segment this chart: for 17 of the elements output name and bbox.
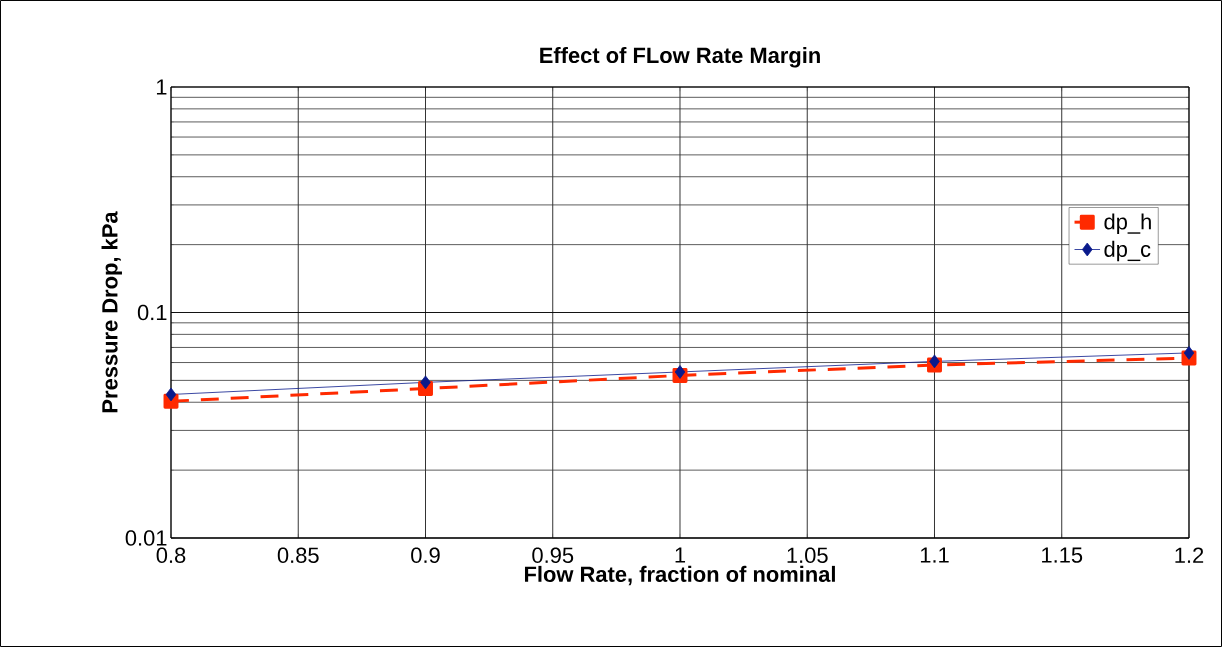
legend-label: dp_c bbox=[1104, 240, 1151, 262]
x-tick-label: 1.2 bbox=[1175, 547, 1204, 563]
x-tick-label: 1 bbox=[675, 547, 686, 563]
y-tick-label: 0.01 bbox=[125, 530, 167, 546]
y-tick-label: 0.1 bbox=[137, 304, 167, 321]
legend-label: dp_h bbox=[1104, 213, 1151, 234]
chart-title: Effect of FLow Rate Margin bbox=[540, 47, 820, 68]
x-tick-label: 0.9 bbox=[411, 547, 440, 564]
x-tick-label: 0.8 bbox=[156, 547, 186, 564]
x-tick-label: 1.15 bbox=[1042, 547, 1083, 563]
x-axis-title: Flow Rate, fraction of nominal bbox=[524, 565, 835, 586]
x-tick-label: 1.1 bbox=[920, 547, 949, 563]
x-tick-label: 1.05 bbox=[787, 547, 828, 564]
y-axis-title: Pressure Drop, kPa bbox=[101, 211, 122, 413]
x-tick-label: 0.85 bbox=[277, 547, 319, 564]
y-tick-label: 1 bbox=[156, 79, 167, 95]
x-tick-label: 0.95 bbox=[532, 547, 574, 564]
